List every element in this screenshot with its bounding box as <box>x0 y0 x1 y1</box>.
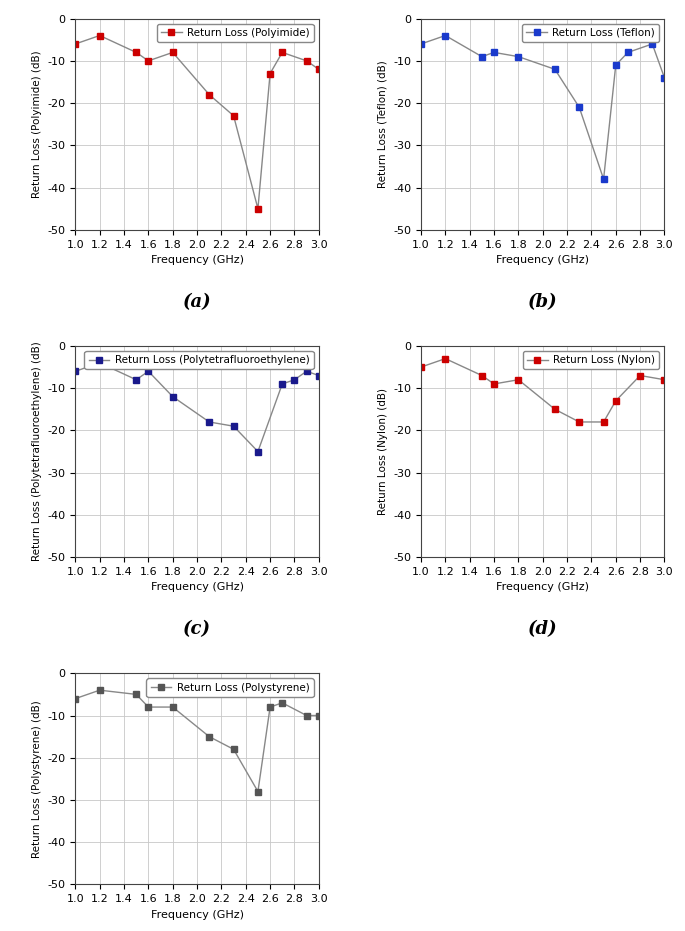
Text: (c): (c) <box>183 620 211 639</box>
Return Loss (Teflon) <box>490 47 498 58</box>
Legend: Return Loss (Teflon): Return Loss (Teflon) <box>522 24 659 42</box>
Y-axis label: Return Loss (Polystyrene) (dB): Return Loss (Polystyrene) (dB) <box>32 700 42 857</box>
Return Loss (Polystyrene) <box>278 697 286 708</box>
Return Loss (Teflon) <box>624 47 632 58</box>
Return Loss (Nylon) <box>612 396 620 407</box>
Return Loss (Teflon) <box>514 51 523 62</box>
Y-axis label: Return Loss (Nylon) (dB): Return Loss (Nylon) (dB) <box>377 388 388 515</box>
Return Loss (Nylon) <box>575 416 584 427</box>
Line: Return Loss (Nylon): Return Loss (Nylon) <box>418 355 668 425</box>
Return Loss (Polystyrene) <box>205 731 213 742</box>
Legend: Return Loss (Nylon): Return Loss (Nylon) <box>523 351 659 370</box>
Return Loss (Nylon) <box>660 374 669 385</box>
Return Loss (Nylon) <box>490 378 498 389</box>
Return Loss (Teflon) <box>599 173 608 184</box>
Text: (a): (a) <box>183 293 212 311</box>
Return Loss (Polytetrafluoroethylene) <box>314 370 323 381</box>
Return Loss (Nylon) <box>441 353 449 364</box>
Legend: Return Loss (Polytetrafluoroethylene): Return Loss (Polytetrafluoroethylene) <box>84 351 314 370</box>
Return Loss (Polystyrene) <box>132 689 140 700</box>
X-axis label: Frequency (GHz): Frequency (GHz) <box>151 255 244 265</box>
Return Loss (Polytetrafluoroethylene) <box>205 416 213 427</box>
Return Loss (Polyimide) <box>254 203 262 214</box>
Return Loss (Polytetrafluoroethylene) <box>303 366 311 377</box>
Return Loss (Polystyrene) <box>71 693 79 704</box>
Return Loss (Polyimide) <box>71 38 79 49</box>
Return Loss (Teflon) <box>648 38 656 49</box>
Return Loss (Polystyrene) <box>169 701 177 712</box>
Return Loss (Polytetrafluoroethylene) <box>96 358 104 369</box>
Return Loss (Polytetrafluoroethylene) <box>132 374 140 385</box>
Line: Return Loss (Polytetrafluoroethylene): Return Loss (Polytetrafluoroethylene) <box>72 359 322 455</box>
Legend: Return Loss (Polyimide): Return Loss (Polyimide) <box>157 24 314 42</box>
Return Loss (Polyimide) <box>303 55 311 66</box>
Return Loss (Nylon) <box>551 404 559 415</box>
Legend: Return Loss (Polystyrene): Return Loss (Polystyrene) <box>147 679 314 696</box>
Return Loss (Teflon) <box>551 63 559 74</box>
Return Loss (Polytetrafluoroethylene) <box>229 421 238 432</box>
Return Loss (Polystyrene) <box>303 710 311 722</box>
Return Loss (Polystyrene) <box>145 701 153 712</box>
Return Loss (Polytetrafluoroethylene) <box>290 374 299 385</box>
Return Loss (Polyimide) <box>278 47 286 58</box>
Return Loss (Polyimide) <box>205 89 213 101</box>
Return Loss (Nylon) <box>477 370 486 381</box>
Line: Return Loss (Teflon): Return Loss (Teflon) <box>418 32 668 182</box>
Return Loss (Polytetrafluoroethylene) <box>71 366 79 377</box>
Y-axis label: Return Loss (Teflon) (dB): Return Loss (Teflon) (dB) <box>377 61 388 188</box>
Line: Return Loss (Polystyrene): Return Loss (Polystyrene) <box>72 687 322 795</box>
Return Loss (Nylon) <box>514 374 523 385</box>
Return Loss (Polystyrene) <box>96 684 104 695</box>
Return Loss (Polystyrene) <box>314 710 323 722</box>
X-axis label: Frequency (GHz): Frequency (GHz) <box>151 583 244 592</box>
Return Loss (Polytetrafluoroethylene) <box>278 378 286 389</box>
Return Loss (Teflon) <box>660 73 669 84</box>
Return Loss (Polystyrene) <box>229 744 238 755</box>
Return Loss (Nylon) <box>636 370 644 381</box>
Return Loss (Polyimide) <box>229 110 238 121</box>
Return Loss (Polytetrafluoroethylene) <box>254 446 262 457</box>
X-axis label: Frequency (GHz): Frequency (GHz) <box>151 910 244 920</box>
Return Loss (Polystyrene) <box>254 786 262 797</box>
X-axis label: Frequency (GHz): Frequency (GHz) <box>496 583 589 592</box>
Return Loss (Polyimide) <box>132 47 140 58</box>
Return Loss (Polytetrafluoroethylene) <box>145 366 153 377</box>
Return Loss (Polyimide) <box>266 68 274 79</box>
Return Loss (Teflon) <box>575 101 584 113</box>
Y-axis label: Return Loss (Polyimide) (dB): Return Loss (Polyimide) (dB) <box>32 50 42 198</box>
Y-axis label: Return Loss (Polytetrafluoroethylene) (dB): Return Loss (Polytetrafluoroethylene) (d… <box>32 342 42 561</box>
Return Loss (Polytetrafluoroethylene) <box>169 391 177 402</box>
X-axis label: Frequency (GHz): Frequency (GHz) <box>496 255 589 265</box>
Return Loss (Teflon) <box>477 51 486 62</box>
Return Loss (Teflon) <box>417 38 425 49</box>
Return Loss (Polyimide) <box>169 47 177 58</box>
Return Loss (Teflon) <box>612 60 620 71</box>
Return Loss (Polyimide) <box>96 30 104 41</box>
Line: Return Loss (Polyimide): Return Loss (Polyimide) <box>72 32 322 212</box>
Text: (d): (d) <box>528 620 558 639</box>
Return Loss (Polyimide) <box>314 63 323 74</box>
Return Loss (Nylon) <box>599 416 608 427</box>
Return Loss (Polyimide) <box>145 55 153 66</box>
Return Loss (Nylon) <box>417 361 425 372</box>
Text: (b): (b) <box>528 293 558 311</box>
Return Loss (Polystyrene) <box>266 701 274 712</box>
Return Loss (Teflon) <box>441 30 449 41</box>
